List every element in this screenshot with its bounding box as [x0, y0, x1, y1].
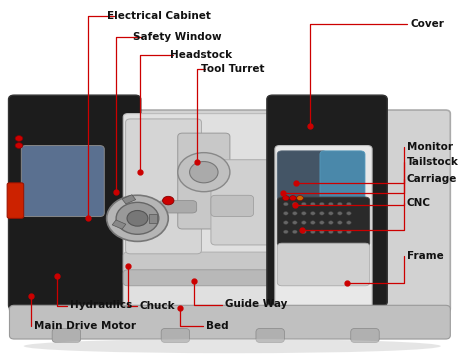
Circle shape [190, 162, 218, 183]
Circle shape [310, 230, 315, 234]
Circle shape [346, 212, 351, 215]
Circle shape [301, 221, 306, 224]
Text: Safety Window: Safety Window [134, 32, 222, 42]
Circle shape [292, 212, 297, 215]
FancyBboxPatch shape [275, 146, 372, 312]
Circle shape [297, 196, 303, 201]
Bar [122, 195, 136, 204]
FancyBboxPatch shape [21, 146, 104, 217]
Circle shape [15, 136, 23, 141]
Text: Hydraulics: Hydraulics [70, 300, 132, 310]
Text: Electrical Cabinet: Electrical Cabinet [107, 11, 211, 21]
Text: Headstock: Headstock [170, 50, 233, 60]
Circle shape [346, 221, 351, 224]
Circle shape [292, 230, 297, 234]
Circle shape [178, 153, 230, 192]
FancyBboxPatch shape [161, 328, 190, 343]
Circle shape [116, 202, 159, 234]
FancyBboxPatch shape [267, 95, 387, 306]
FancyBboxPatch shape [277, 197, 370, 247]
Circle shape [283, 230, 288, 234]
FancyBboxPatch shape [211, 195, 254, 217]
FancyBboxPatch shape [9, 305, 450, 339]
Circle shape [301, 202, 306, 206]
Text: Cover: Cover [410, 19, 444, 29]
FancyBboxPatch shape [159, 201, 197, 213]
Ellipse shape [24, 339, 441, 353]
Text: Tool Turret: Tool Turret [201, 64, 264, 74]
Circle shape [337, 202, 342, 206]
Text: Tailstock: Tailstock [407, 157, 458, 166]
Circle shape [319, 230, 324, 234]
FancyBboxPatch shape [7, 183, 24, 218]
FancyBboxPatch shape [126, 119, 201, 254]
Circle shape [283, 221, 288, 224]
FancyBboxPatch shape [211, 160, 273, 245]
FancyBboxPatch shape [277, 243, 370, 286]
Circle shape [328, 221, 333, 224]
Circle shape [337, 221, 342, 224]
FancyBboxPatch shape [123, 114, 313, 312]
Circle shape [292, 221, 297, 224]
Circle shape [337, 212, 342, 215]
Circle shape [328, 230, 333, 234]
FancyBboxPatch shape [9, 110, 450, 312]
Circle shape [346, 202, 351, 206]
Text: Guide Way: Guide Way [225, 299, 288, 308]
FancyBboxPatch shape [256, 328, 284, 343]
FancyBboxPatch shape [123, 270, 308, 286]
Text: Monitor: Monitor [407, 142, 453, 152]
FancyBboxPatch shape [52, 328, 81, 343]
Text: CNC: CNC [407, 198, 431, 208]
Circle shape [292, 202, 297, 206]
Circle shape [310, 221, 315, 224]
Circle shape [301, 212, 306, 215]
Circle shape [310, 202, 315, 206]
Text: Bed: Bed [206, 321, 229, 331]
Text: Main Drive Motor: Main Drive Motor [34, 321, 136, 331]
Circle shape [107, 195, 168, 241]
Circle shape [283, 196, 289, 201]
Circle shape [310, 212, 315, 215]
FancyBboxPatch shape [9, 95, 141, 310]
Circle shape [346, 230, 351, 234]
Circle shape [328, 202, 333, 206]
Circle shape [290, 196, 296, 201]
Circle shape [283, 202, 288, 206]
Text: Carriage: Carriage [407, 174, 457, 184]
Bar [112, 220, 126, 229]
FancyBboxPatch shape [178, 133, 230, 229]
Circle shape [337, 230, 342, 234]
Text: Frame: Frame [407, 251, 444, 261]
Circle shape [301, 230, 306, 234]
Circle shape [283, 212, 288, 215]
Circle shape [15, 143, 23, 148]
Circle shape [127, 211, 148, 226]
Text: Chuck: Chuck [140, 301, 175, 311]
Bar [149, 214, 157, 223]
Circle shape [319, 221, 324, 224]
Circle shape [319, 202, 324, 206]
Circle shape [328, 212, 333, 215]
FancyBboxPatch shape [277, 151, 327, 201]
FancyBboxPatch shape [123, 252, 308, 273]
Circle shape [319, 212, 324, 215]
FancyBboxPatch shape [320, 151, 365, 201]
FancyBboxPatch shape [351, 328, 379, 343]
Circle shape [163, 196, 174, 205]
